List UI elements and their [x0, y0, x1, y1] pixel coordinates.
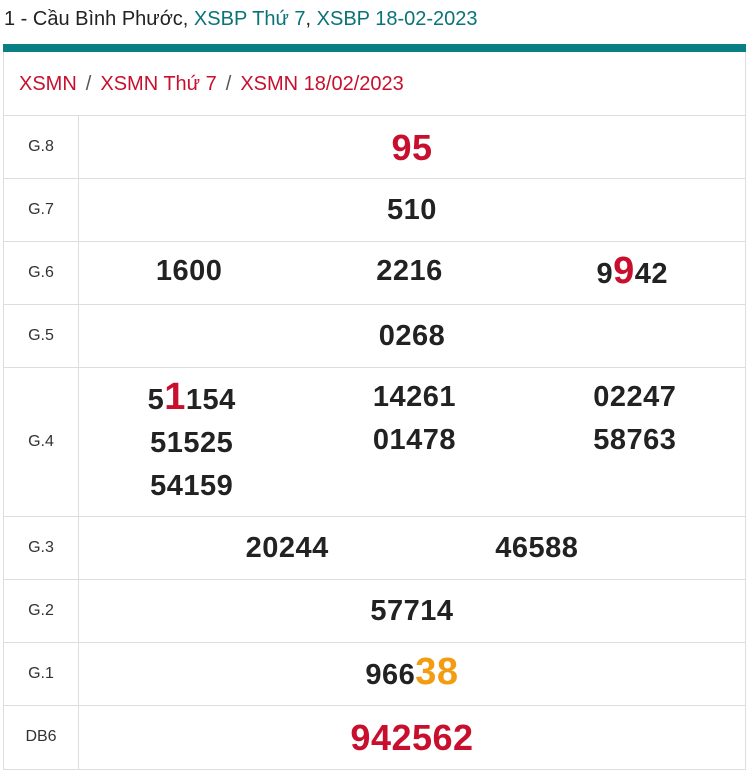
- digits: 20244: [245, 531, 329, 564]
- breadcrumb-xsmn[interactable]: XSMN: [19, 73, 77, 95]
- prize-label: G.1: [4, 642, 79, 706]
- digits: 01478: [372, 424, 457, 456]
- lottery-number: 942562: [350, 716, 473, 759]
- lottery-number: 51154: [148, 376, 236, 422]
- digits: 0268: [378, 319, 446, 352]
- heading-comma: ,: [305, 8, 317, 30]
- lottery-number: 14261: [373, 376, 456, 419]
- digits: 154: [185, 384, 236, 416]
- prize-row: DB6 942562: [4, 705, 745, 769]
- prize-row: G.3 20244 46588: [4, 516, 745, 580]
- results-table: G.8 95 G.7 510 G.6 1600 2216 9942 G.5 0268 G.4 5115…: [4, 115, 745, 769]
- prize-numbers: 95: [78, 115, 745, 179]
- lottery-number: 58763: [593, 419, 676, 462]
- prize-numbers: 51154 51525 54159 14261 01478 02247 58763: [78, 367, 745, 517]
- prize-row: G.7 510: [4, 178, 745, 242]
- digits: 46588: [495, 531, 579, 564]
- heading-prefix: 1 - Cầu Bình Phước,: [4, 8, 194, 30]
- prize-numbers: 942562: [78, 705, 745, 769]
- digits: 42: [634, 258, 669, 290]
- prize-row: G.4 51154 51525 54159 14261 01478 02247 58763: [4, 367, 745, 517]
- prize-label: G.4: [4, 367, 79, 517]
- lottery-number: 51525: [150, 422, 233, 465]
- number-column: 95: [391, 126, 432, 169]
- digits: 54159: [150, 470, 234, 502]
- number-column: 942562: [350, 716, 473, 759]
- digits: 02247: [593, 381, 677, 413]
- lottery-number: 9942: [597, 250, 669, 296]
- lottery-number: 46588: [495, 527, 578, 570]
- heading-link-date[interactable]: XSBP 18-02-2023: [316, 8, 478, 30]
- results-card: XSMN / XSMN Thứ 7/XSMN 18/02/2023 G.8 95 G.7…: [3, 52, 746, 770]
- digits: 51525: [150, 427, 234, 459]
- digits: 966: [365, 659, 416, 691]
- number-column: 96638: [365, 651, 458, 697]
- prize-numbers: 20244 46588: [78, 516, 745, 580]
- lottery-number: 0268: [379, 315, 446, 358]
- number-column: 9942: [597, 250, 669, 296]
- header-divider: [3, 44, 746, 52]
- prize-label: G.8: [4, 115, 79, 179]
- number-column: 51154 51525 54159: [148, 376, 236, 508]
- prize-row: G.6 1600 2216 9942: [4, 241, 745, 305]
- digits: 14261: [372, 381, 457, 413]
- prize-row: G.5 0268: [4, 304, 745, 368]
- lottery-number: 95: [391, 126, 432, 169]
- heading-link-weekday[interactable]: XSBP Thứ 7: [193, 8, 306, 30]
- digits: 2216: [376, 255, 443, 287]
- lottery-number: 96638: [365, 651, 458, 697]
- lottery-number: 57714: [370, 590, 453, 633]
- prize-numbers: 96638: [78, 642, 745, 706]
- digits: 942562: [350, 716, 474, 758]
- digits: 510: [387, 193, 437, 226]
- prize-label: G.2: [4, 579, 79, 643]
- prize-label: G.5: [4, 304, 79, 368]
- lottery-number: 54159: [150, 465, 233, 508]
- highlighted-digits: 9: [613, 250, 635, 292]
- breadcrumb: XSMN / XSMN Thứ 7 / XSMN 18/02/2023: [19, 73, 404, 96]
- prize-row: G.1 96638: [4, 642, 745, 706]
- lottery-number: 1600: [156, 250, 223, 293]
- breadcrumb-weekday[interactable]: XSMN Thứ 7: [100, 73, 217, 95]
- number-column: 14261 01478: [373, 376, 456, 462]
- digits: 57714: [370, 594, 454, 627]
- digits: 5: [147, 384, 165, 416]
- highlighted-digits: 38: [415, 651, 459, 693]
- breadcrumb-separator: /: [225, 73, 232, 95]
- lottery-number: 01478: [373, 419, 456, 462]
- number-column: 510: [387, 189, 437, 232]
- breadcrumb-separator: /: [85, 73, 92, 95]
- number-column: 02247 58763: [593, 376, 676, 462]
- number-column: 0268: [379, 315, 446, 358]
- digits: 58763: [593, 424, 677, 456]
- number-column: 20244: [246, 527, 329, 570]
- page-heading: 1 - Cầu Bình Phước, XSBP Thứ 7, XSBP 18-…: [4, 8, 478, 31]
- prize-row: G.8 95: [4, 115, 745, 179]
- prize-numbers: 510: [78, 178, 745, 242]
- prize-row: G.2 57714: [4, 579, 745, 643]
- lottery-number: 2216: [376, 250, 443, 293]
- number-column: 1600: [156, 250, 223, 296]
- lottery-number: 510: [387, 189, 437, 232]
- number-column: 2216: [376, 250, 443, 296]
- breadcrumb-date[interactable]: XSMN 18/02/2023: [240, 73, 404, 95]
- prize-label: G.6: [4, 241, 79, 305]
- digits: 9: [596, 258, 614, 290]
- number-column: 57714: [370, 590, 453, 633]
- prize-label: DB6: [4, 705, 79, 769]
- prize-numbers: 0268: [78, 304, 745, 368]
- prize-numbers: 1600 2216 9942: [78, 241, 745, 305]
- prize-numbers: 57714: [78, 579, 745, 643]
- prize-label: G.7: [4, 178, 79, 242]
- highlighted-digits: 1: [164, 376, 186, 418]
- digits: 95: [391, 126, 433, 168]
- digits: 1600: [155, 255, 223, 287]
- lottery-number: 02247: [593, 376, 676, 419]
- number-column: 46588: [495, 527, 578, 570]
- prize-label: G.3: [4, 516, 79, 580]
- lottery-number: 20244: [246, 527, 329, 570]
